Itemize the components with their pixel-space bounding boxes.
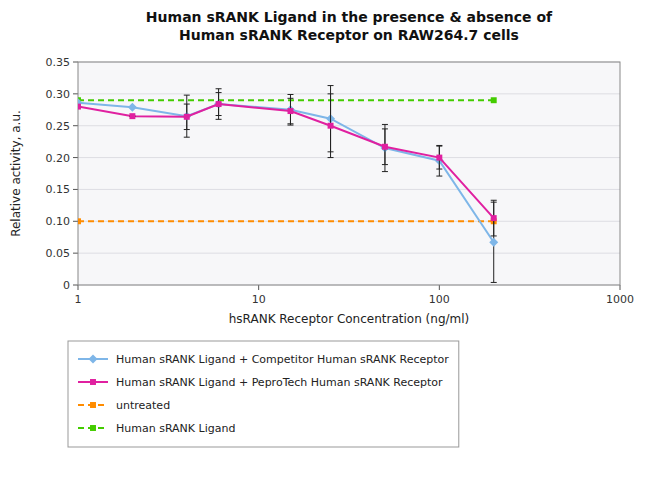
y-tick — [73, 221, 78, 222]
y-tick-label: 0.15 — [46, 183, 71, 196]
series — [78, 218, 497, 224]
legend-label: untreated — [116, 399, 170, 412]
legend-label: Human sRANK Ligand + PeproTech Human sRA… — [116, 376, 443, 389]
y-tick-label: 0.20 — [46, 152, 71, 165]
y-tick-label: 0.10 — [46, 215, 71, 228]
x-axis-label: hsRANK Receptor Concentration (ng/ml) — [229, 312, 470, 326]
error-bar — [184, 104, 190, 129]
y-tick — [73, 125, 78, 126]
data-point — [78, 104, 81, 110]
error-bar — [382, 129, 388, 165]
y-tick — [73, 189, 78, 190]
y-tick-label: 0.25 — [46, 120, 71, 133]
title-line: Human sRANK Ligand in the presence & abs… — [146, 9, 553, 25]
legend-marker — [90, 379, 96, 385]
data-point — [184, 114, 190, 120]
data-point — [491, 97, 497, 103]
legend-item: Human sRANK Ligand — [78, 422, 235, 435]
grid-line — [78, 157, 620, 158]
series-line — [78, 103, 494, 243]
y-tick — [73, 253, 78, 254]
error-bar — [491, 200, 497, 236]
legend-item: Human sRANK Ligand + PeproTech Human sRA… — [78, 376, 443, 389]
data-layer — [78, 86, 498, 283]
y-axis-label: Relative activity, a.u. — [9, 110, 23, 237]
grid-line — [78, 93, 620, 94]
data-point — [128, 103, 137, 112]
x-tick — [78, 285, 79, 290]
y-tick — [73, 62, 78, 63]
series — [78, 89, 497, 236]
title: Human sRANK Ligand in the presence & abs… — [146, 9, 553, 43]
error-bar — [382, 124, 388, 171]
plot-area — [78, 62, 620, 285]
data-point — [216, 101, 222, 107]
x-tick-label: 100 — [429, 293, 450, 306]
legend-label: Human sRANK Ligand + Competitor Human sR… — [116, 353, 449, 366]
y-tick — [73, 157, 78, 158]
data-point — [436, 155, 442, 161]
data-point — [382, 144, 388, 150]
x-tick — [258, 285, 259, 290]
data-point — [328, 123, 334, 129]
x-tick-label: 1 — [75, 293, 82, 306]
legend-item: Human sRANK Ligand + Competitor Human sR… — [78, 353, 449, 366]
grid-line — [78, 125, 620, 126]
legend-marker — [90, 402, 96, 408]
error-bar — [287, 98, 293, 123]
legend-box — [68, 341, 459, 447]
y-tick-label: 0 — [63, 279, 70, 292]
x-tick — [439, 285, 440, 290]
y-tick-label: 0.30 — [46, 88, 71, 101]
x-tick-label: 1000 — [606, 293, 634, 306]
data-point — [78, 218, 81, 224]
error-bar — [184, 95, 190, 137]
title-line: Human sRANK Receptor on RAW264.7 cells — [179, 27, 519, 43]
data-point — [491, 215, 497, 221]
x-tick-label: 10 — [252, 293, 266, 306]
plot-frame — [78, 62, 620, 285]
error-bar — [216, 89, 222, 120]
legend: Human sRANK Ligand + Competitor Human sR… — [68, 341, 459, 447]
grid-line — [78, 253, 620, 254]
legend-label: Human sRANK Ligand — [116, 422, 235, 435]
error-bar — [328, 94, 334, 158]
y-tick — [73, 285, 78, 286]
y-tick-label: 0.05 — [46, 247, 71, 260]
data-point — [489, 238, 498, 247]
series — [78, 97, 497, 103]
legend-item: untreated — [78, 399, 170, 412]
data-point — [288, 108, 294, 114]
y-tick-label: 0.35 — [46, 56, 71, 69]
axes: 0 0.05 0.10 0.15 0.20 0.25 0.30 0.35 1 10 100 1000 — [46, 56, 635, 306]
error-bar — [287, 94, 293, 125]
y-tick — [73, 93, 78, 94]
grid-line — [78, 189, 620, 190]
error-bar — [436, 146, 442, 169]
chart: 0 0.05 0.10 0.15 0.20 0.25 0.30 0.35 1 10 100 1000 h… — [0, 0, 650, 479]
grid-line — [78, 221, 620, 222]
x-tick — [620, 285, 621, 290]
series-line — [78, 220, 494, 222]
series-line — [78, 99, 494, 101]
legend-marker — [90, 425, 96, 431]
series — [78, 86, 498, 283]
data-point — [129, 113, 135, 119]
legend-marker — [89, 355, 98, 364]
series-line — [78, 104, 494, 218]
